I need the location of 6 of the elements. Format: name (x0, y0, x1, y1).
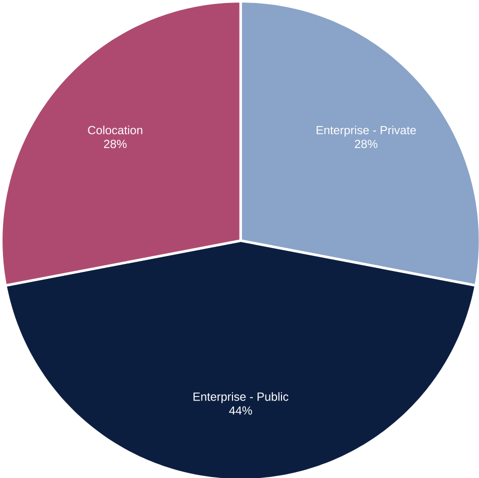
data-label: 44% (229, 406, 252, 415)
slice-label: Enterprise - Private (316, 126, 416, 137)
data-label: 28% (104, 140, 127, 148)
slice-label: Enterprise - Public (194, 392, 288, 404)
slice-label: Colocation (88, 126, 142, 134)
data-label: 28% (354, 140, 378, 148)
